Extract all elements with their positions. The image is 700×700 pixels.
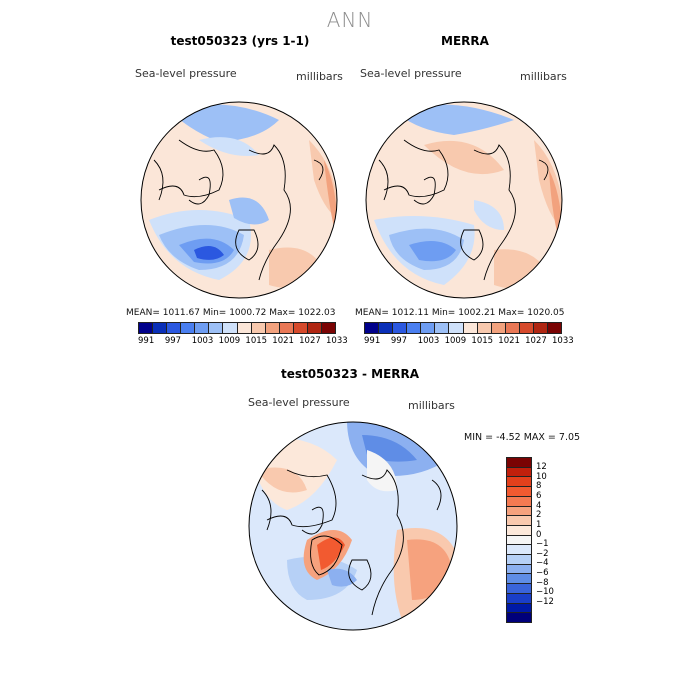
colorbar-swatch <box>505 323 520 333</box>
colorbar-tick-label: 10 <box>536 471 547 482</box>
colorbar-tick-label: 997 <box>164 336 182 346</box>
colorbar-swatch <box>507 458 531 468</box>
colorbar-swatch <box>153 323 168 333</box>
colorbar-tick-label: 12 <box>536 462 547 472</box>
colorbar-tick-label: 4 <box>536 500 542 511</box>
colorbar-swatch <box>507 516 531 526</box>
polar-map-diff <box>248 421 458 631</box>
colorbar-swatch <box>507 584 531 594</box>
colorbar-swatch <box>407 323 422 333</box>
panel-variable-diff: Sea-level pressure <box>248 396 350 409</box>
colorbar-tick-label: 997 <box>390 336 408 346</box>
colorbar-tick-label: 1003 <box>417 336 440 346</box>
colorbar-swatch <box>237 323 252 333</box>
colorbar-swatch <box>251 323 266 333</box>
colorbar-diff-labels: 12 10 8 6 4 2 1 0 −1 −2 −4 −6 −8 −10 −12 <box>536 462 576 623</box>
colorbar-tick-label: −1 <box>536 539 549 550</box>
stats-diff: MIN = -4.52 MAX = 7.05 <box>464 432 581 443</box>
colorbar-tick-label: 1015 <box>245 336 268 346</box>
colorbar-swatch <box>548 323 562 333</box>
polar-map-obs <box>365 101 563 299</box>
panel-title-model: test050323 (yrs 1-1) <box>170 34 310 48</box>
colorbar-swatch <box>507 467 531 478</box>
colorbar-tick-label: 1 <box>536 519 542 530</box>
colorbar-obs <box>364 322 562 334</box>
colorbar-tick-label: 1027 <box>525 336 547 346</box>
colorbar-swatch <box>507 574 531 585</box>
colorbar-swatch <box>435 323 450 333</box>
colorbar-tick-label: −12 <box>536 597 554 608</box>
colorbar-swatch <box>491 323 506 333</box>
colorbar-swatch <box>507 564 531 575</box>
panel-units-model: millibars <box>296 70 343 83</box>
colorbar-swatch <box>507 593 531 604</box>
stats-model: MEAN= 1011.67 Min= 1000.72 Max= 1022.03 <box>126 308 336 318</box>
colorbar-swatch <box>421 323 436 333</box>
colorbar-tick-label: 1027 <box>299 336 321 346</box>
panel-units-obs: millibars <box>520 70 567 83</box>
colorbar-swatch <box>477 323 492 333</box>
colorbar-swatch <box>209 323 224 333</box>
panel-units-diff: millibars <box>408 399 455 412</box>
colorbar-diff <box>506 457 532 623</box>
colorbar-swatch <box>195 323 210 333</box>
panel-variable-model: Sea-level pressure <box>135 67 237 80</box>
colorbar-swatch <box>265 323 280 333</box>
colorbar-swatch <box>507 506 531 517</box>
colorbar-tick-label: 1015 <box>471 336 494 346</box>
colorbar-tick-label: 6 <box>536 490 542 501</box>
colorbar-swatch <box>507 496 531 507</box>
colorbar-swatch <box>507 477 531 488</box>
colorbar-swatch <box>322 323 336 333</box>
colorbar-tick-label: 2 <box>536 510 542 521</box>
colorbar-swatch <box>507 613 531 622</box>
panel-variable-obs: Sea-level pressure <box>360 67 462 80</box>
colorbar-tick-label: 1033 <box>326 336 348 346</box>
colorbar-tick-label: 1021 <box>272 336 294 346</box>
colorbar-tick-label: 991 <box>364 336 381 346</box>
colorbar-tick-label: 1033 <box>552 336 574 346</box>
colorbar-swatch <box>365 323 380 333</box>
colorbar-tick-label: −8 <box>536 577 549 588</box>
stats-obs: MEAN= 1012.11 Min= 1002.21 Max= 1020.05 <box>355 308 565 318</box>
colorbar-swatch <box>507 487 531 497</box>
colorbar-swatch <box>393 323 408 333</box>
colorbar-tick-label: 8 <box>536 481 542 492</box>
colorbar-tick-label: 1021 <box>498 336 520 346</box>
colorbar-tick-label: 1009 <box>218 336 241 346</box>
panel-title-diff: test050323 - MERRA <box>280 367 420 381</box>
panel-title-obs: MERRA <box>441 34 489 48</box>
colorbar-tick-label: 1003 <box>191 336 214 346</box>
colorbar-swatch <box>507 555 531 565</box>
colorbar-swatch <box>307 323 323 333</box>
colorbar-swatch <box>507 525 531 536</box>
colorbar-tick-label: 1009 <box>444 336 467 346</box>
colorbar-model <box>138 322 336 334</box>
polar-map-model <box>140 101 338 299</box>
colorbar-swatch <box>533 323 549 333</box>
colorbar-swatch <box>167 323 182 333</box>
colorbar-swatch <box>379 323 394 333</box>
figure-title: ANN <box>326 8 374 32</box>
colorbar-tick-label: −10 <box>536 587 554 598</box>
colorbar-tick-label: −4 <box>536 558 549 569</box>
colorbar-tick-label: −6 <box>536 568 549 579</box>
colorbar-swatch <box>293 323 308 333</box>
colorbar-swatch <box>507 603 531 614</box>
colorbar-tick-label: −2 <box>536 548 549 559</box>
colorbar-swatch <box>223 323 238 333</box>
colorbar-swatch <box>463 323 478 333</box>
colorbar-swatch <box>507 535 531 546</box>
colorbar-swatch <box>279 323 294 333</box>
colorbar-swatch <box>507 545 531 556</box>
colorbar-tick-label: 991 <box>138 336 155 346</box>
colorbar-tick-label: 0 <box>536 529 542 540</box>
colorbar-swatch <box>519 323 534 333</box>
colorbar-swatch <box>449 323 464 333</box>
colorbar-swatch <box>181 323 196 333</box>
colorbar-swatch <box>139 323 154 333</box>
